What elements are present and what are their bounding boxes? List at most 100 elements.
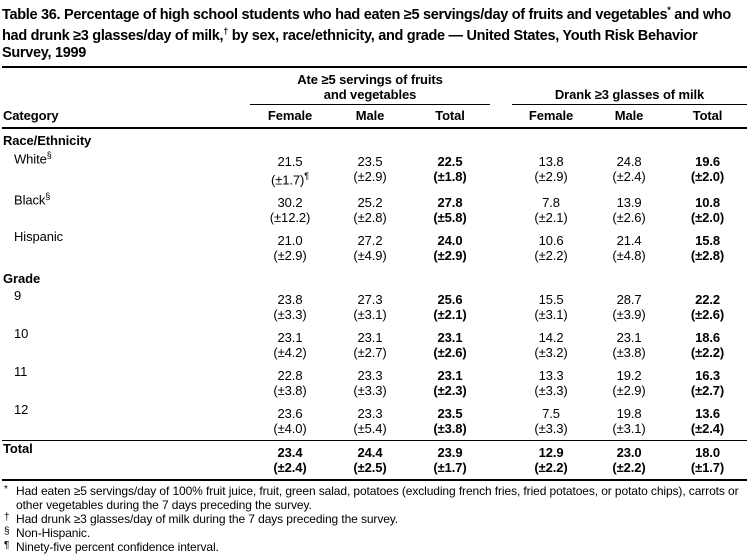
value-cell: 12.9 (±2.2) — [512, 440, 591, 480]
confidence-interval: (±2.9) — [433, 248, 467, 264]
value-cell: 14.2 (±3.2) — [512, 326, 590, 364]
row-label: 11 — [2, 364, 250, 402]
value-cell: 22.2 (±2.6) — [668, 288, 747, 326]
confidence-interval-line: (±3.3) — [512, 421, 590, 440]
confidence-interval-line: (±2.9) — [410, 248, 490, 267]
value-cell: 28.7 (±3.9) — [590, 288, 668, 326]
column-gap — [490, 364, 512, 402]
value-cell: 27.3 (±3.1) — [330, 288, 410, 326]
confidence-interval-line: (±2.1) — [410, 307, 490, 326]
value-cell: 10.6 (±2.2) — [512, 229, 590, 267]
confidence-interval-line: (±2.2) — [668, 345, 747, 364]
footnote-text: Had eaten ≥5 servings/day of 100% fruit … — [16, 484, 739, 513]
percentage-value: 16.3 — [695, 368, 720, 384]
value-cell: 23.5 (±2.9) — [330, 150, 410, 191]
confidence-interval-line: (±3.8) — [250, 383, 330, 402]
title-text: by sex, race/ethnicity, and grade — Unit… — [2, 28, 698, 61]
confidence-interval-line: (±2.2) — [512, 248, 590, 267]
percentage-value: 23.5 — [437, 406, 463, 422]
percentage-value: 13.9 — [616, 195, 642, 211]
confidence-interval-line: (±4.9) — [330, 248, 410, 267]
confidence-interval-line: (±2.9) — [250, 248, 330, 267]
value-cell: 27.8 (±5.8) — [410, 191, 490, 229]
table-row: Black§ 30.2 (±12.2) 25.2 (±2.8) 27.8 (±5.8) 7.8… — [2, 191, 747, 229]
section-header: Race/Ethnicity — [3, 133, 92, 149]
value-cell: 30.2 (±12.2) — [250, 191, 330, 229]
value-cell: 24.4 (±2.5) — [330, 440, 410, 480]
confidence-interval-line: (±2.4) — [590, 169, 668, 188]
value-cell: 13.8 (±2.9) — [512, 150, 590, 191]
value-cell: 13.9 (±2.6) — [590, 191, 668, 229]
confidence-interval: (±5.4) — [353, 421, 387, 437]
confidence-interval-line: (±1.8) — [410, 169, 490, 188]
title-footnote-marker: * — [667, 5, 671, 15]
confidence-interval-line: (±3.9) — [590, 307, 668, 326]
percentage-value: 28.7 — [616, 292, 642, 308]
group-header-fruits-vegetables: Ate ≥5 servings of fruits and vegetables — [250, 68, 491, 106]
table-head: Ate ≥5 servings of fruits and vegetables… — [2, 68, 748, 130]
column-gap — [490, 104, 513, 130]
row-label-text: 12 — [14, 402, 29, 418]
value-cell: 23.8 (±3.3) — [250, 288, 330, 326]
col-header-female-fruits: Female — [250, 104, 330, 130]
percentage-value: 19.8 — [616, 406, 642, 422]
confidence-interval-line: (±5.8) — [410, 210, 490, 229]
value-cell: 23.1 (±4.2) — [250, 326, 330, 364]
percentage-value: 15.5 — [538, 292, 564, 308]
percentage-value: 23.5 — [357, 154, 383, 170]
percentage-value: 23.8 — [277, 292, 303, 308]
confidence-interval-line: (±2.5) — [330, 460, 410, 479]
confidence-interval: (±4.9) — [353, 248, 387, 264]
confidence-interval: (±2.1) — [433, 307, 467, 323]
confidence-interval-line: (±2.6) — [668, 307, 747, 326]
percentage-value: 21.5 — [277, 154, 303, 170]
confidence-interval: (±2.1) — [534, 210, 568, 226]
percentage-value: 13.3 — [538, 368, 564, 384]
confidence-interval: (±1.8) — [433, 169, 467, 185]
row-label-text: 10 — [14, 326, 29, 342]
confidence-interval: (±1.7) — [433, 460, 467, 476]
confidence-interval-line: (±2.0) — [668, 169, 747, 188]
row-label: 9 — [2, 288, 250, 326]
value-cell: 25.6 (±2.1) — [410, 288, 490, 326]
percentage-value: 7.8 — [542, 195, 560, 211]
percentage-value: 22.8 — [277, 368, 303, 384]
percentage-value: 19.6 — [695, 154, 720, 170]
percentage-value: 23.1 — [357, 330, 383, 346]
percentage-value: 23.0 — [616, 445, 642, 461]
footnote-text: Ninety-five percent confidence interval. — [16, 540, 219, 554]
category-column-spacer — [2, 68, 250, 105]
table-body: Race/Ethnicity White§ 21.5 (±1.7)¶ 23.5 (±2.9… — [2, 128, 748, 480]
table-row: 9 23.8 (±3.3) 27.3 (±3.1) 25.6 (±2.1) 15.5 (±3.1… — [2, 288, 747, 326]
section-header-row: Race/Ethnicity — [2, 128, 747, 150]
percentage-value: 23.3 — [357, 406, 383, 422]
section-header: Grade — [3, 271, 41, 287]
col-header-male-fruits: Male — [330, 104, 410, 130]
confidence-interval: (±4.0) — [273, 421, 307, 437]
row-label-text: 11 — [14, 364, 28, 380]
percentage-value: 23.6 — [277, 406, 303, 422]
confidence-interval: (±3.3) — [353, 383, 387, 399]
percentage-value: 10.8 — [695, 195, 720, 211]
value-cell: 23.6 (±4.0) — [250, 402, 330, 441]
footnote: † Had drunk ≥3 glasses/day of milk during… — [2, 512, 747, 526]
value-cell: 13.6 (±2.4) — [668, 402, 747, 441]
column-gap — [490, 191, 512, 229]
percentage-value: 25.6 — [437, 292, 463, 308]
percentage-value: 22.5 — [437, 154, 463, 170]
table-row: 10 23.1 (±4.2) 23.1 (±2.7) 23.1 (±2.6) 14.2 (±3.… — [2, 326, 747, 364]
row-label: White§ — [2, 150, 250, 191]
value-cell: 7.5 (±3.3) — [512, 402, 590, 441]
data-table: Ate ≥5 servings of fruits and vegetables… — [2, 68, 748, 480]
row-label: Black§ — [2, 191, 250, 229]
table-row: 12 23.6 (±4.0) 23.3 (±5.4) 23.5 (±3.8) 7.5 (±3.3… — [2, 402, 747, 441]
confidence-interval: (±2.5) — [353, 460, 387, 476]
footnote-marker: * — [4, 484, 8, 496]
confidence-interval-line: (±2.9) — [590, 383, 668, 402]
percentage-value: 21.4 — [616, 233, 642, 249]
footnote-text: Had drunk ≥3 glasses/day of milk during … — [16, 512, 399, 527]
percentage-value: 23.1 — [437, 368, 463, 384]
footnote-marker: ¶ — [304, 171, 309, 182]
value-cell: 23.1 (±2.7) — [330, 326, 410, 364]
confidence-interval-line: (±3.3) — [512, 383, 590, 402]
